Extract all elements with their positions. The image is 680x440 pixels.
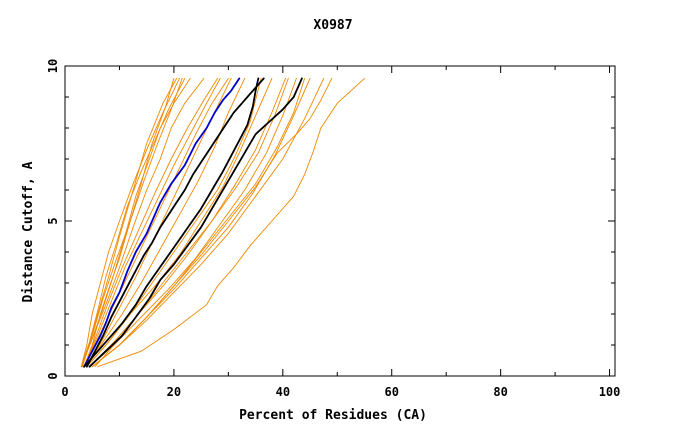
- x-tick-label: 40: [276, 385, 290, 399]
- series-line-o11: [89, 77, 286, 368]
- series-line-o10: [86, 77, 273, 368]
- chart-title: X0987: [313, 18, 352, 33]
- y-tick-label: 5: [46, 217, 60, 224]
- series-line-blue: [83, 77, 241, 368]
- x-tick-label: 100: [599, 385, 621, 399]
- series-line-o15: [91, 77, 306, 368]
- x-tick-label: 60: [385, 385, 399, 399]
- series-line-k1: [85, 77, 265, 368]
- series-line-o19: [80, 77, 186, 368]
- series-line-o12: [89, 77, 297, 368]
- series-line-o18: [83, 77, 175, 368]
- series-line-o9: [86, 77, 262, 368]
- series-line-o3: [80, 77, 205, 368]
- series-line-k3: [88, 77, 303, 368]
- series-line-o14: [91, 77, 325, 368]
- series-line-o20: [83, 77, 221, 368]
- ticks-layer: 0 20 40 60 80 100 0 5 10: [46, 59, 620, 399]
- x-axis-label: Percent of Residues (CA): [239, 408, 427, 423]
- x-tick-label: 20: [167, 385, 181, 399]
- series-line-o16: [91, 77, 333, 368]
- y-tick-label: 10: [46, 59, 60, 73]
- x-tick-label: 0: [61, 385, 68, 399]
- x-tick-label: 80: [493, 385, 507, 399]
- y-axis-label: Distance Cutoff, A: [21, 161, 36, 302]
- series-line-k2: [83, 77, 260, 368]
- series-line-o21: [97, 77, 365, 368]
- series-line-o5: [83, 77, 218, 368]
- y-tick-label: 0: [46, 372, 60, 379]
- series-line-o17: [80, 77, 180, 368]
- series-line-o13: [91, 77, 311, 368]
- series-layer: [80, 77, 365, 368]
